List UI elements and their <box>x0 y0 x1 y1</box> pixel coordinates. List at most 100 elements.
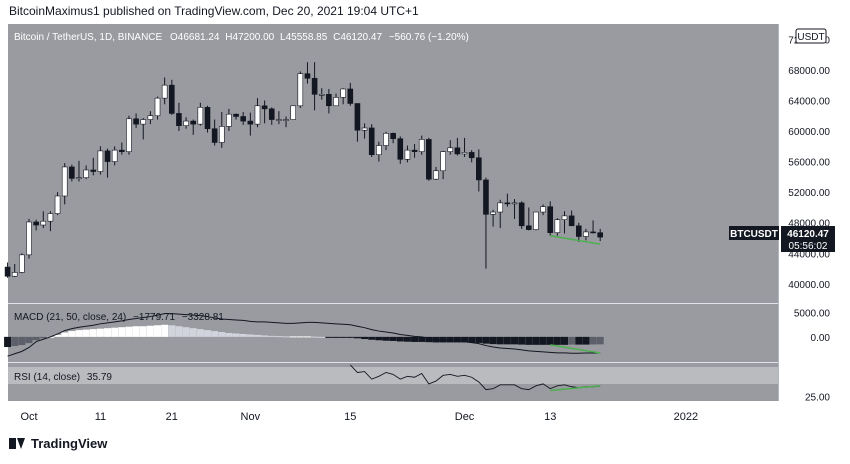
price-tick-label: 44000.00 <box>788 249 830 260</box>
price-tag <box>781 226 835 252</box>
macd-histogram-bar <box>282 336 290 338</box>
macd-histogram-bar <box>275 336 283 338</box>
macd-histogram-bar <box>396 336 404 342</box>
candle-body <box>297 73 304 107</box>
candle-body <box>411 149 418 152</box>
candle-body <box>540 206 546 213</box>
symbol-tag <box>729 226 779 240</box>
macd-histogram-bar <box>225 333 233 337</box>
legend-low-label: L <box>280 32 286 43</box>
macd-histogram-bar <box>561 336 568 345</box>
macd-histogram-bar <box>118 327 126 337</box>
candle-body <box>290 105 296 120</box>
time-tick-label: 15 <box>344 411 356 423</box>
macd-histogram-bar <box>25 336 33 344</box>
candle-body <box>575 225 582 237</box>
candle-body <box>283 119 289 121</box>
macd-histogram-bar <box>32 336 40 341</box>
macd-histogram-bar <box>4 336 12 348</box>
candle-body <box>4 266 11 277</box>
macd-histogram-bar <box>239 333 247 337</box>
candle-body <box>533 211 539 230</box>
candle-body <box>347 88 354 104</box>
macd-tick-label: 5000.00 <box>794 309 831 320</box>
candle-body <box>26 221 32 256</box>
rsi-label: RSI (14, close) <box>14 372 80 383</box>
candle-body <box>368 127 375 156</box>
macd-histogram-bar <box>532 336 540 345</box>
price-tag-value: 46120.47 <box>787 229 829 240</box>
macd-histogram-bar <box>411 336 419 342</box>
macd-histogram-bar <box>468 336 476 343</box>
macd-histogram-bar <box>575 336 583 345</box>
candle-body <box>126 118 132 152</box>
legend-low: 45558.85 <box>286 32 328 43</box>
candle-body <box>318 94 325 96</box>
rsi-divergence-line <box>550 385 601 392</box>
price-tick-label: 56000.00 <box>788 158 830 169</box>
macd-histogram-bar <box>475 336 483 343</box>
candle-body <box>69 166 75 179</box>
currency-badge[interactable] <box>795 28 827 44</box>
price-tick-label: 40000.00 <box>788 280 830 291</box>
macd-histogram-bar <box>11 336 19 347</box>
macd-histogram-bar <box>503 336 511 345</box>
macd-histogram-bar <box>461 336 469 343</box>
candle-body <box>240 116 246 122</box>
macd-histogram-bar <box>382 336 390 341</box>
candle-body <box>426 139 432 180</box>
legend-high-label: H <box>225 32 232 43</box>
macd-histogram-bar <box>361 336 369 340</box>
symbol-tag-text: BTCUSDT <box>730 229 778 240</box>
price-tick-label: 48000.00 <box>788 219 830 230</box>
legend-symbol: Bitcoin / TetherUS, 1D, BINANCE <box>14 32 163 43</box>
macd-histogram-bar <box>111 327 119 337</box>
legend-change: −560.76 (−1.20%) <box>389 32 469 43</box>
macd-divergence-line <box>550 344 601 354</box>
candle-body <box>518 202 525 227</box>
rsi-line <box>349 364 601 391</box>
candle-body <box>204 107 211 130</box>
macd-histogram-bar <box>82 329 90 337</box>
macd-histogram-bar <box>389 336 397 341</box>
macd-histogram-bar <box>346 336 354 338</box>
macd-histogram-bar <box>482 336 490 344</box>
time-tick-label: Dec <box>455 411 475 423</box>
price-pane-bg[interactable] <box>8 24 778 303</box>
price-divergence-line <box>550 234 601 245</box>
candle-body <box>354 103 361 131</box>
time-tick-label: 2022 <box>674 411 698 423</box>
candle-body <box>140 119 147 125</box>
macd-histogram-bar <box>439 336 447 343</box>
macd-histogram-bar <box>375 336 383 341</box>
candle-body <box>261 105 268 110</box>
price-tick-label: 52000.00 <box>788 188 830 199</box>
candle-body <box>568 215 575 227</box>
macd-histogram-bar <box>489 336 497 345</box>
rsi-value: 35.79 <box>87 372 112 383</box>
candle-body <box>461 152 468 155</box>
time-tick-label: Oct <box>20 411 37 423</box>
candle-body <box>311 77 318 95</box>
tradingview-footer[interactable]: TradingView <box>9 436 107 451</box>
candle-body <box>11 272 18 277</box>
macd-histogram-bar <box>539 336 547 345</box>
time-tick-label: 11 <box>95 411 106 423</box>
candle-body <box>504 202 511 205</box>
candle-body <box>547 206 554 233</box>
candle-body <box>176 113 182 126</box>
candle-body <box>83 169 89 178</box>
macd-histogram-bar <box>353 336 361 339</box>
macd-histogram-bar <box>553 336 561 345</box>
legend-high: 47200.00 <box>233 32 275 43</box>
candle-body <box>183 120 189 126</box>
macd-histogram-bar <box>232 333 240 337</box>
candle-body <box>383 133 389 146</box>
divergence-lines <box>550 234 601 392</box>
macd-histogram-bar <box>546 336 554 345</box>
time-tick-label: 13 <box>544 411 556 423</box>
candle-body <box>276 119 282 121</box>
macd-histogram-bar <box>339 336 347 338</box>
